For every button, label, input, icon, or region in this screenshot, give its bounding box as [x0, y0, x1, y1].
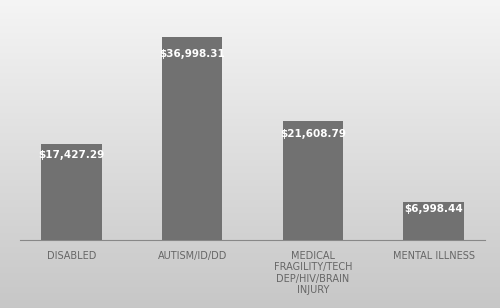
Text: $21,608.79: $21,608.79 [280, 128, 346, 139]
Bar [282, 121, 343, 240]
Bar [404, 202, 464, 240]
Bar [162, 37, 222, 240]
Text: $36,998.31: $36,998.31 [159, 49, 225, 59]
Text: $17,427.29: $17,427.29 [38, 150, 104, 160]
Text: $6,998.44: $6,998.44 [404, 204, 463, 214]
Bar [41, 144, 102, 240]
